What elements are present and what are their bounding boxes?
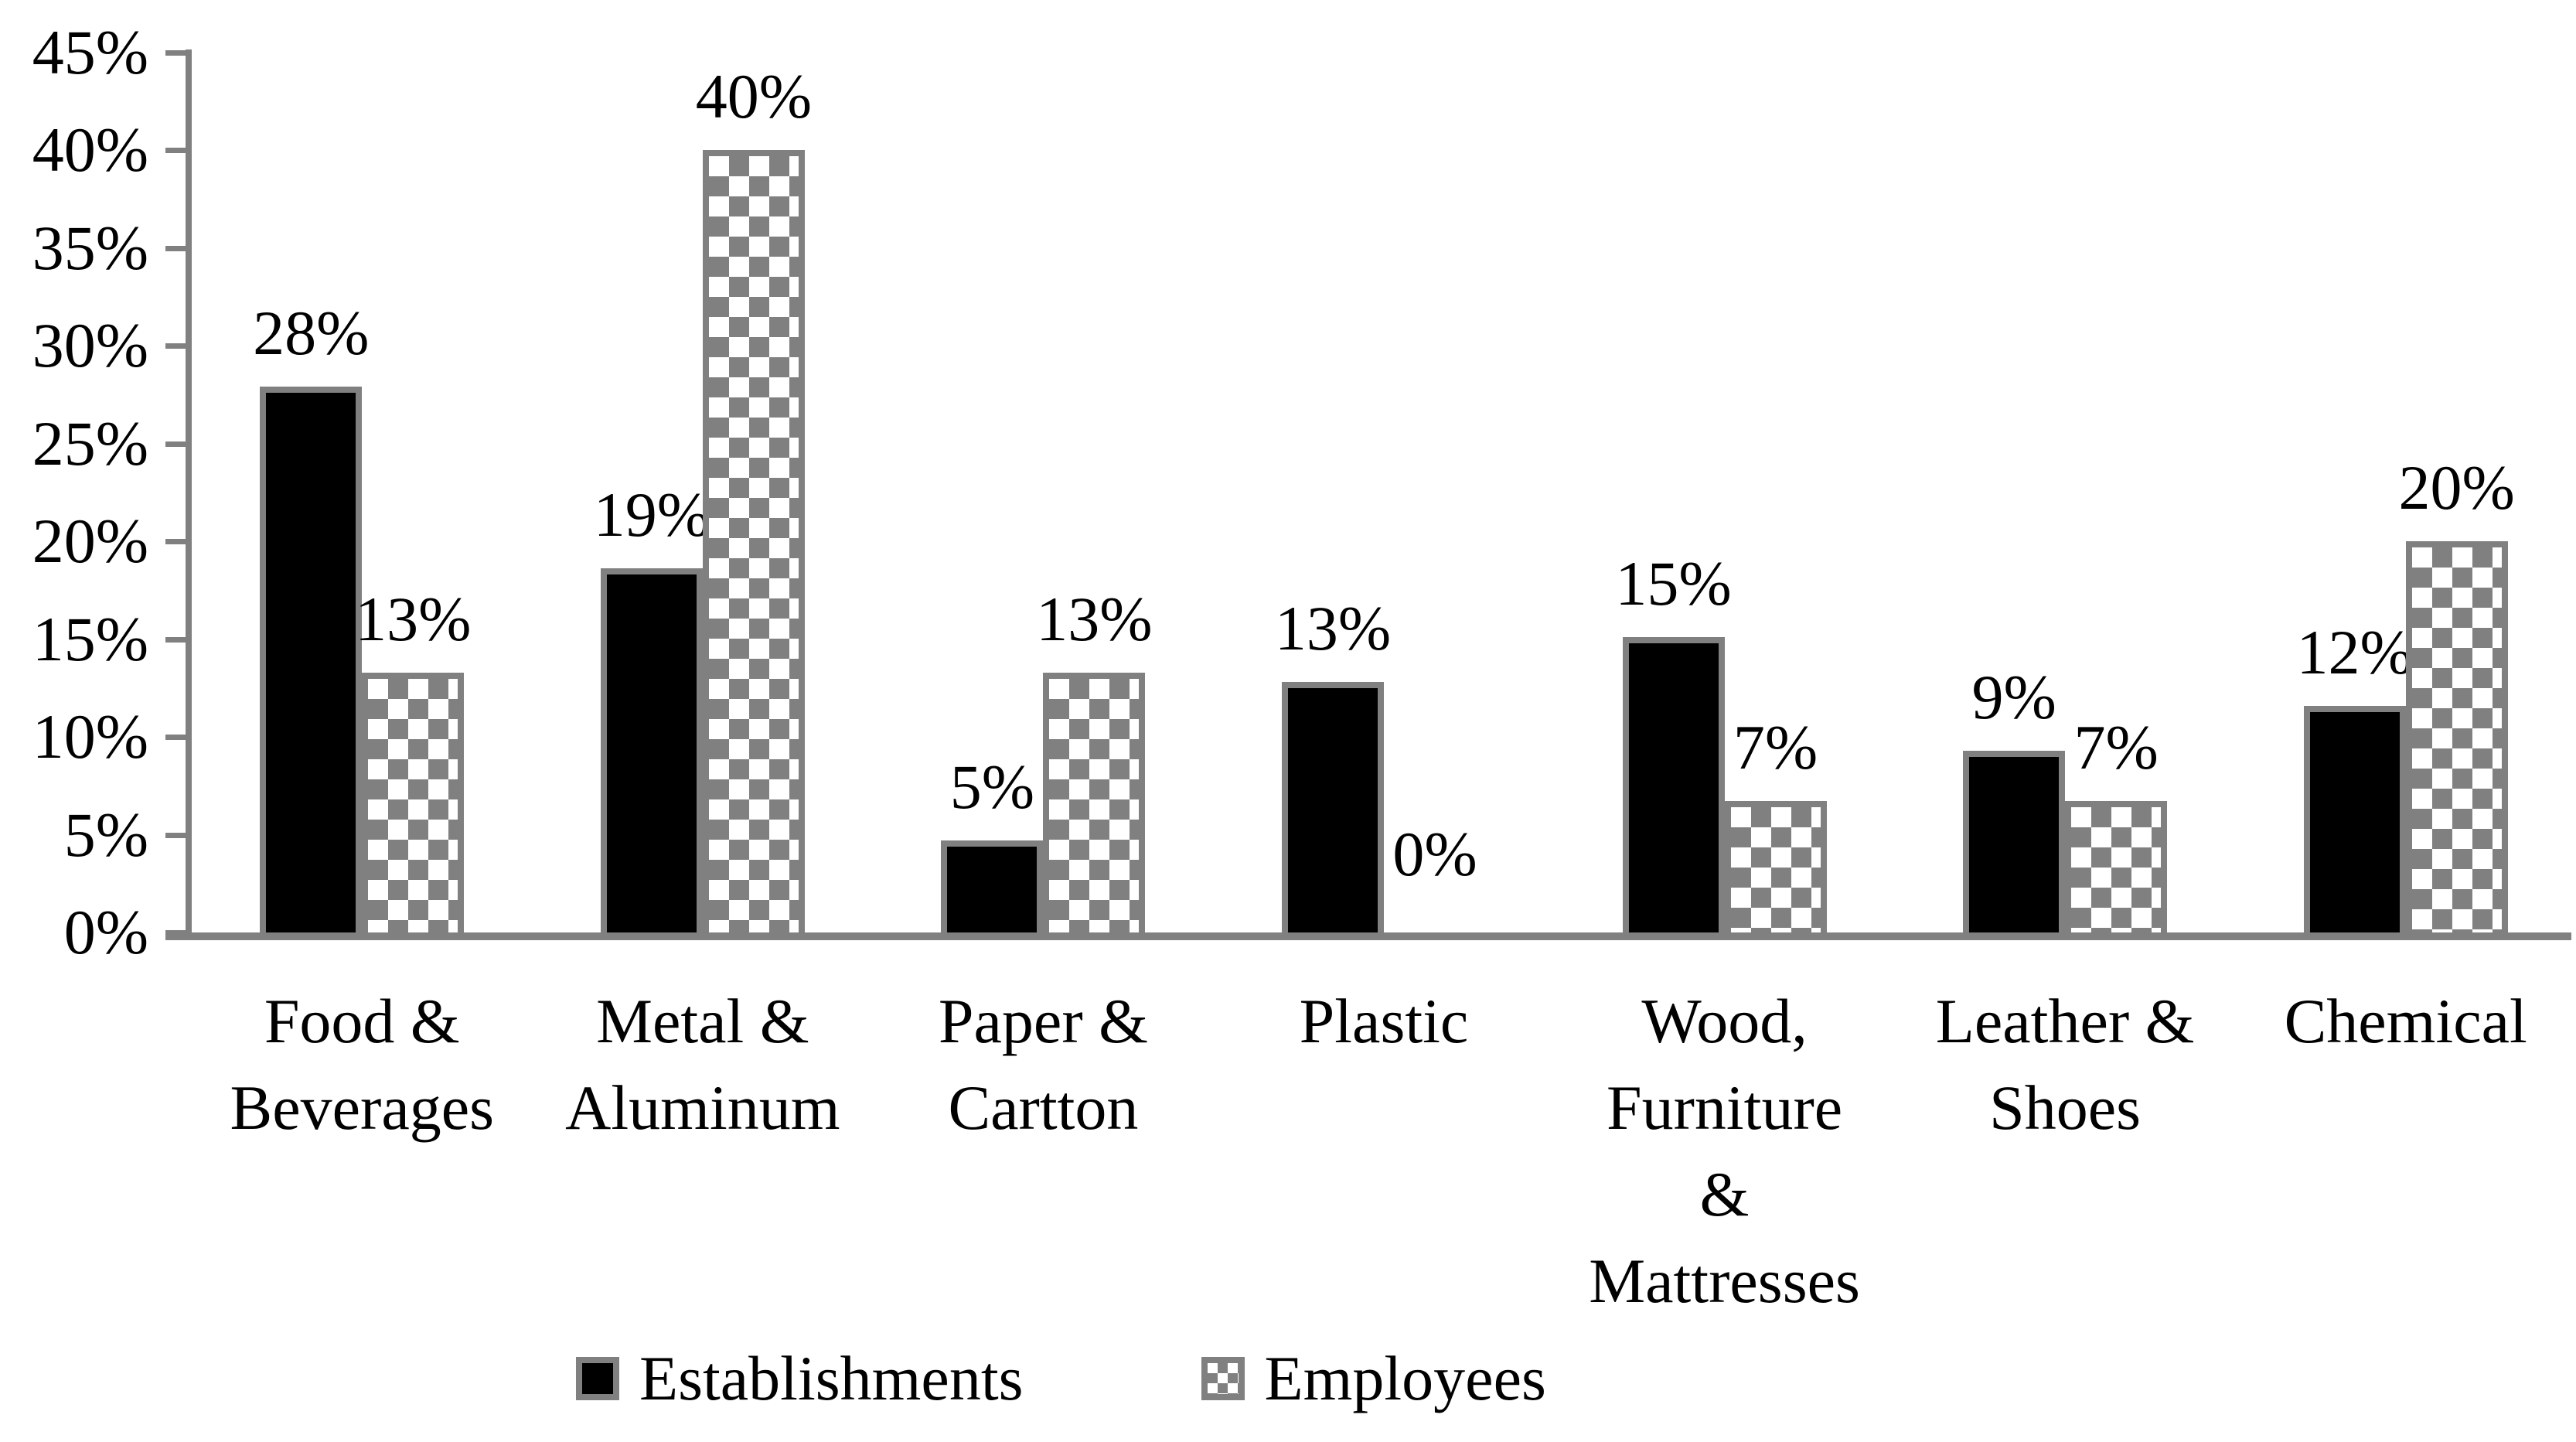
x-category-label-0: Food & Beverages	[230, 986, 495, 1143]
y-axis-line	[186, 49, 192, 932]
x-axis-line	[165, 932, 2571, 940]
legend-item-establishments: Establishments	[576, 1347, 1024, 1410]
data-label-establishments-0: 28%	[253, 298, 370, 368]
x-category-label-1: Metal & Aluminum	[565, 986, 840, 1143]
legend-swatch-establishments-icon	[576, 1357, 619, 1400]
data-label-employees-2: 13%	[1036, 584, 1153, 654]
data-label-establishments-1: 19%	[593, 479, 710, 550]
bar-establishments-5	[1963, 751, 2066, 932]
y-tick-label: 0%	[63, 897, 148, 967]
bar-employees-5	[2065, 801, 2168, 932]
x-category-label-3: Plastic	[1299, 986, 1469, 1056]
data-label-establishments-3: 13%	[1274, 593, 1392, 663]
y-tick-mark	[165, 343, 192, 349]
x-category-label-2: Paper & Cartton	[938, 986, 1148, 1143]
legend-swatch-employees-icon	[1201, 1357, 1245, 1400]
legend: Establishments Employees	[576, 1347, 1546, 1410]
y-tick-label: 40%	[32, 114, 148, 185]
data-label-employees-3: 0%	[1392, 819, 1477, 889]
bar-establishments-6	[2303, 706, 2406, 932]
y-tick-mark	[165, 636, 192, 643]
bar-employees-0	[362, 673, 465, 932]
y-tick-label: 25%	[32, 407, 148, 479]
x-category-label-5: Leather & Shoes	[1935, 986, 2195, 1143]
legend-item-employees: Employees	[1201, 1347, 1546, 1410]
y-tick-mark	[165, 245, 192, 251]
x-category-label-6: Chemical	[2284, 986, 2527, 1056]
bar-employees-4	[1724, 801, 1827, 932]
y-tick-mark	[165, 49, 192, 56]
y-tick-mark	[165, 441, 192, 447]
data-label-establishments-5: 9%	[1971, 662, 2056, 732]
data-label-establishments-6: 12%	[2296, 617, 2413, 687]
y-tick-label: 30%	[32, 310, 148, 380]
bar-establishments-3	[1282, 682, 1384, 932]
y-tick-label: 15%	[32, 603, 148, 674]
data-label-employees-0: 13%	[355, 584, 472, 654]
data-label-employees-4: 7%	[1733, 712, 1818, 782]
data-label-employees-5: 7%	[2073, 712, 2159, 782]
y-tick-mark	[165, 148, 192, 153]
bar-establishments-2	[941, 840, 1044, 932]
y-tick-label: 45%	[32, 16, 148, 87]
legend-label-employees: Employees	[1264, 1343, 1546, 1413]
y-tick-mark	[165, 735, 192, 740]
bar-employees-1	[702, 150, 805, 932]
data-label-employees-6: 20%	[2398, 452, 2515, 523]
bar-employees-6	[2405, 541, 2508, 932]
x-category-label-4: Wood, Furniture & Mattresses	[1589, 986, 1860, 1316]
y-tick-label: 35%	[32, 212, 148, 283]
y-tick-mark	[165, 832, 192, 838]
y-tick-mark	[165, 539, 192, 544]
legend-label-establishments: Establishments	[639, 1343, 1024, 1413]
data-label-establishments-4: 15%	[1615, 548, 1732, 619]
y-tick-label: 20%	[32, 506, 148, 576]
bar-establishments-1	[600, 568, 703, 932]
data-label-employees-1: 40%	[695, 61, 812, 131]
bar-establishments-4	[1622, 637, 1725, 932]
data-label-establishments-2: 5%	[949, 752, 1035, 822]
bar-establishments-0	[260, 387, 363, 932]
y-tick-label: 10%	[32, 701, 148, 772]
bar-employees-2	[1043, 673, 1146, 932]
y-tick-label: 5%	[63, 799, 148, 870]
